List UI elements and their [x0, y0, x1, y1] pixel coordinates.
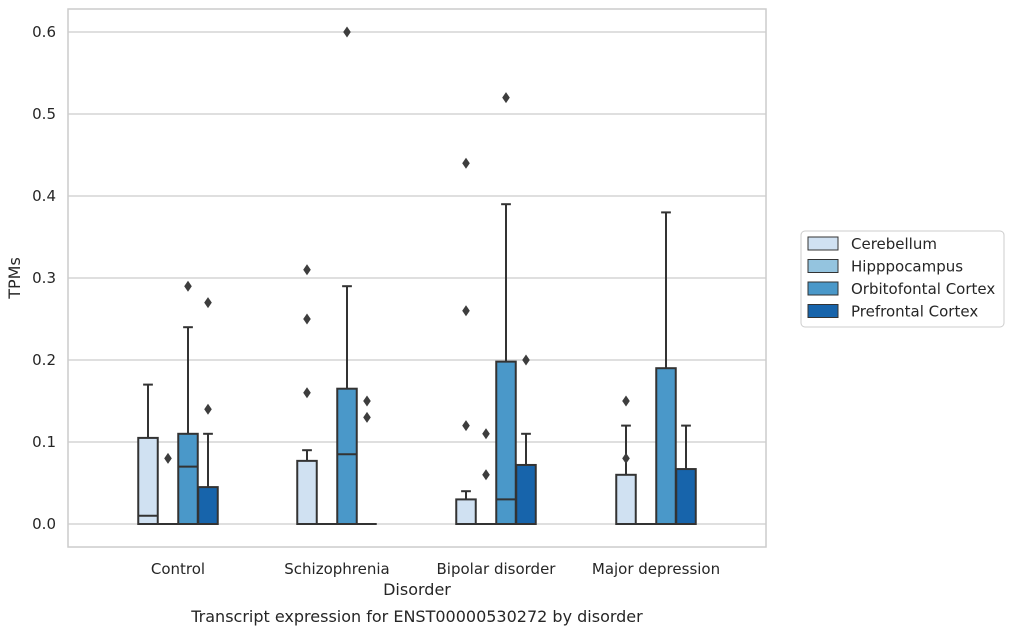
y-tick-label: 0.6 [32, 23, 56, 41]
legend-label: Prefrontal Cortex [851, 303, 978, 321]
outlier-point [462, 157, 470, 169]
legend-frame [800, 230, 1005, 328]
legend-label: Cerebellum [851, 235, 937, 253]
y-tick-label: 0.0 [32, 515, 56, 533]
box-iqr [655, 367, 677, 526]
x-tick-label: Bipolar disorder [437, 560, 557, 578]
box-orbitofontal-cortex [655, 211, 677, 526]
tick-labels: 0.0 0.1 0.2 0.3 0.4 0.5 0.6 Control Schizophreni… [32, 23, 720, 578]
outlier-point [622, 395, 630, 407]
box-groups [137, 26, 697, 526]
box-prefrontal-cortex [675, 424, 697, 525]
chart-caption: Transcript expression for ENST0000053027… [190, 607, 643, 626]
box-iqr [455, 498, 477, 525]
x-axis-label: Disorder [383, 580, 451, 599]
box-cerebellum [615, 395, 637, 525]
box-iqr [177, 432, 199, 525]
outlier-point [184, 280, 192, 292]
box-iqr [137, 436, 159, 525]
legend-swatch [807, 236, 839, 251]
box-orbitofontal-cortex [495, 92, 517, 526]
box-iqr [296, 459, 318, 525]
x-tick-label: Schizophrenia [284, 560, 389, 578]
outlier-point [303, 264, 311, 276]
outlier-point [204, 297, 212, 309]
box-iqr [515, 463, 537, 525]
outlier-point [522, 354, 530, 366]
box-orbitofontal-cortex [336, 26, 358, 526]
outlier-point [622, 452, 630, 464]
y-tick-label: 0.5 [32, 105, 56, 123]
outlier-point [363, 395, 371, 407]
box-cerebellum [455, 157, 477, 525]
outlier-point [363, 411, 371, 423]
box-iqr [336, 387, 358, 526]
box-iqr [197, 486, 219, 526]
legend-swatch [807, 304, 839, 318]
legend-label: Orbitofontal Cortex [851, 280, 995, 298]
outlier-point [303, 387, 311, 399]
outlier-point [303, 313, 311, 325]
y-tick-label: 0.1 [32, 433, 56, 451]
legend: Cerebellum Hipppocampus Orbitofontal Corte… [800, 230, 1005, 328]
box-hipppocampus [158, 452, 178, 525]
box-iqr [675, 468, 697, 525]
y-tick-label: 0.3 [32, 269, 56, 287]
y-tick-label: 0.4 [32, 187, 56, 205]
outlier-point [482, 428, 490, 440]
plot-frame [67, 8, 767, 548]
x-tick-label: Control [151, 560, 205, 578]
box-orbitofontal-cortex [177, 280, 199, 525]
legend-label: Hipppocampus [851, 258, 963, 276]
box-cerebellum [296, 264, 318, 525]
box-cerebellum [137, 383, 159, 525]
y-tick-label: 0.2 [32, 351, 56, 369]
x-tick-label: Major depression [592, 560, 720, 578]
outlier-point [482, 469, 490, 481]
box-iqr [615, 473, 637, 525]
y-axis-label: TPMs [5, 257, 24, 300]
outlier-point [502, 92, 510, 104]
box-prefrontal-cortex [515, 354, 537, 525]
outlier-point [204, 403, 212, 415]
outlier-point [462, 420, 470, 432]
box-iqr [495, 360, 517, 526]
outlier-point [164, 452, 172, 464]
legend-swatch [807, 281, 839, 296]
box-hipppocampus [476, 428, 496, 525]
legend-swatch [807, 259, 839, 273]
box-prefrontal-cortex [197, 297, 219, 526]
outlier-point [462, 305, 470, 317]
outlier-point [343, 26, 351, 38]
box-prefrontal-cortex [357, 395, 377, 525]
